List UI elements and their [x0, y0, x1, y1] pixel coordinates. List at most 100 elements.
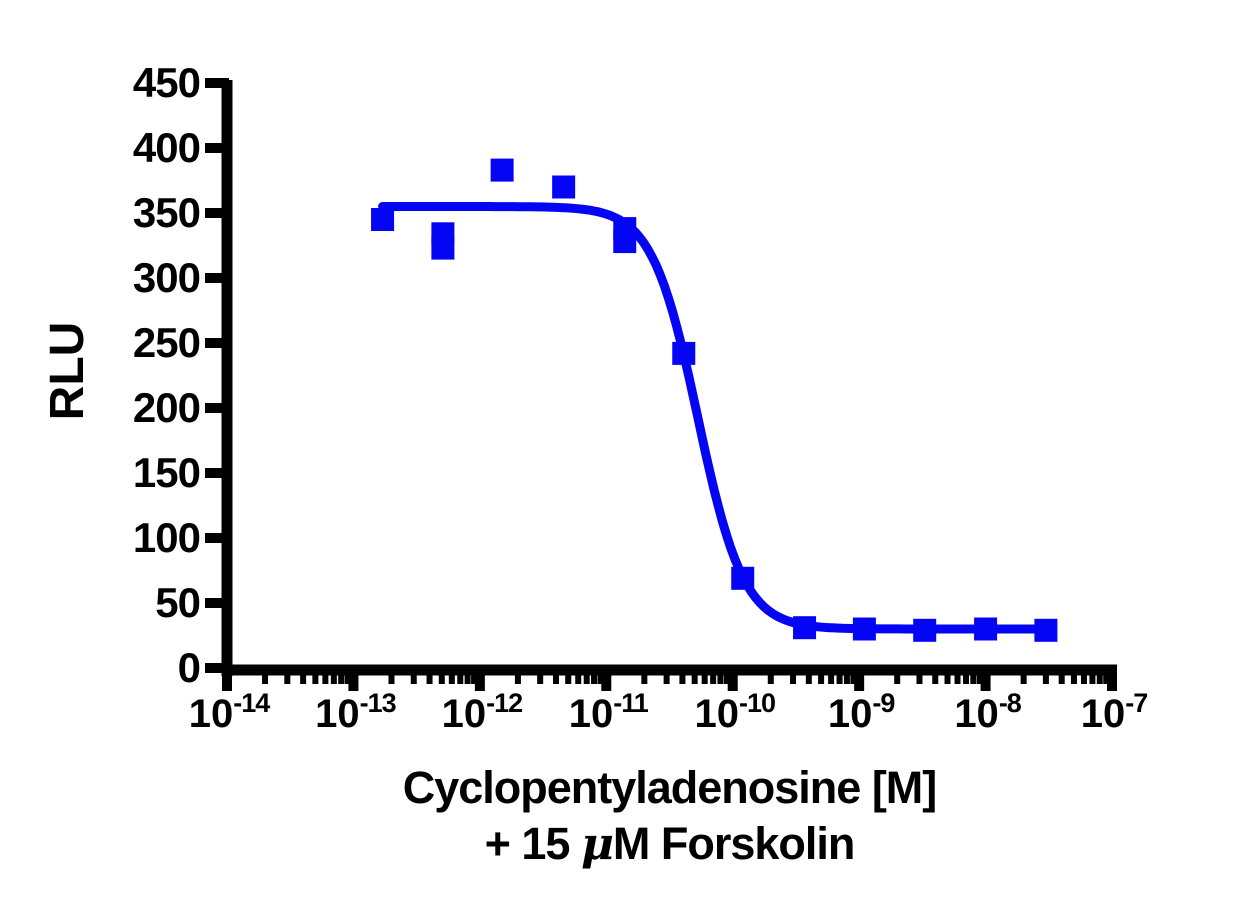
x-minor-tick — [850, 670, 857, 684]
x-tick-base: 10 — [568, 692, 614, 736]
data-point-marker — [672, 341, 696, 365]
y-tick-label: 200 — [132, 384, 201, 431]
x-minor-tick — [723, 670, 730, 684]
x-minor-tick — [976, 670, 983, 684]
x-minor-tick — [471, 670, 478, 684]
data-point-marker — [431, 236, 455, 260]
x-minor-tick — [388, 670, 395, 684]
x-tick-base: 10 — [954, 692, 999, 736]
x-minor-tick — [338, 670, 345, 684]
x-minor-tick — [701, 670, 708, 684]
x-major-tick — [222, 670, 232, 691]
data-point-marker — [913, 618, 937, 642]
data-point-marker — [974, 617, 998, 641]
x-minor-tick — [944, 670, 951, 684]
x-minor-tick — [552, 670, 559, 684]
y-major-tick — [205, 598, 229, 608]
x-minor-tick — [597, 670, 604, 684]
x-minor-tick — [828, 670, 835, 684]
x-minor-tick — [330, 670, 337, 684]
y-major-tick — [205, 208, 229, 218]
x-minor-tick — [954, 670, 961, 684]
x-minor-tick — [300, 670, 307, 684]
x-minor-tick — [537, 670, 544, 684]
x-minor-tick — [818, 670, 825, 684]
x-tick-exponent: -12 — [486, 688, 523, 718]
x-minor-tick — [312, 670, 319, 684]
y-axis-title: RLU — [40, 321, 94, 421]
x-minor-tick — [717, 670, 724, 684]
y-axis-spine — [221, 80, 233, 676]
x-tick-label: 10-10 — [655, 690, 815, 736]
x-tick-exponent: -7 — [1125, 688, 1148, 718]
x-tick-label: 10-12 — [402, 690, 562, 736]
x-minor-tick — [410, 670, 417, 684]
x-minor-tick — [575, 670, 582, 684]
y-tick-label: 250 — [132, 319, 201, 366]
x-minor-tick — [916, 670, 923, 684]
x-tick-label: 10-7 — [1034, 690, 1194, 735]
y-major-tick — [205, 663, 229, 673]
y-major-tick — [205, 338, 229, 348]
x-axis-title-line2: + 15 μM Forskolin — [222, 819, 1117, 869]
x-minor-tick — [1096, 670, 1103, 684]
x-tick-exponent: -13 — [359, 688, 397, 718]
y-major-tick — [205, 403, 229, 413]
x-minor-tick — [583, 670, 590, 684]
x-tick-base: 10 — [315, 692, 360, 736]
x-minor-tick — [679, 670, 686, 684]
x-minor-tick — [262, 670, 269, 684]
x-minor-tick — [565, 670, 572, 684]
x-tick-label: 10-14 — [149, 690, 309, 736]
x-major-tick — [601, 670, 612, 691]
x-tick-exponent: -8 — [998, 688, 1022, 718]
x-minor-tick — [836, 670, 843, 684]
x-tick-exponent: -14 — [233, 688, 270, 718]
y-major-tick — [205, 273, 229, 283]
x-tick-base: 10 — [188, 692, 234, 736]
x-minor-tick — [767, 670, 774, 684]
x-minor-tick — [1020, 670, 1027, 684]
x-minor-tick — [805, 670, 812, 684]
y-tick-label: 300 — [132, 254, 201, 301]
y-major-tick — [205, 143, 229, 153]
y-tick-label: 450 — [132, 59, 201, 106]
y-major-tick — [205, 468, 229, 478]
y-tick-label: 50 — [155, 579, 201, 626]
x-minor-tick — [710, 670, 717, 684]
x-minor-tick — [1042, 670, 1049, 684]
data-point-marker — [793, 616, 817, 640]
x-tick-exponent: -10 — [738, 688, 776, 718]
x-minor-tick — [932, 670, 939, 684]
x-minor-tick — [1058, 670, 1065, 684]
x-axis-title-line1: Cyclopentyladenosine [M] — [402, 762, 938, 813]
x-axis-title-line2-suffix: M Forskolin — [612, 818, 856, 870]
x-tick-label: 10-9 — [781, 690, 941, 736]
x-tick-label: 10-13 — [275, 690, 435, 736]
data-point-marker — [613, 230, 637, 254]
data-point-marker — [490, 158, 514, 182]
x-tick-exponent: -11 — [613, 688, 649, 718]
x-minor-tick — [790, 670, 797, 684]
x-major-tick — [854, 670, 865, 691]
x-tick-exponent: -9 — [872, 688, 895, 718]
x-minor-tick — [344, 670, 351, 684]
mu-symbol: μ — [580, 817, 614, 871]
x-minor-tick — [1089, 670, 1096, 684]
x-axis-title-line2-prefix: + 15 — [484, 818, 581, 870]
x-tick-base: 10 — [827, 692, 873, 736]
x-minor-tick — [691, 670, 698, 684]
x-minor-tick — [641, 670, 648, 684]
x-minor-tick — [438, 670, 445, 684]
x-minor-tick — [464, 670, 471, 684]
x-major-tick — [474, 670, 485, 691]
data-point-marker — [552, 175, 576, 199]
x-tick-base: 10 — [441, 692, 487, 736]
x-axis-title: Cyclopentyladenosine [M] + 15 μM Forskol… — [222, 762, 1117, 870]
y-tick-label: 350 — [132, 189, 201, 236]
x-minor-tick — [457, 670, 464, 684]
x-tick-base: 10 — [694, 692, 739, 736]
x-minor-tick — [843, 670, 850, 684]
